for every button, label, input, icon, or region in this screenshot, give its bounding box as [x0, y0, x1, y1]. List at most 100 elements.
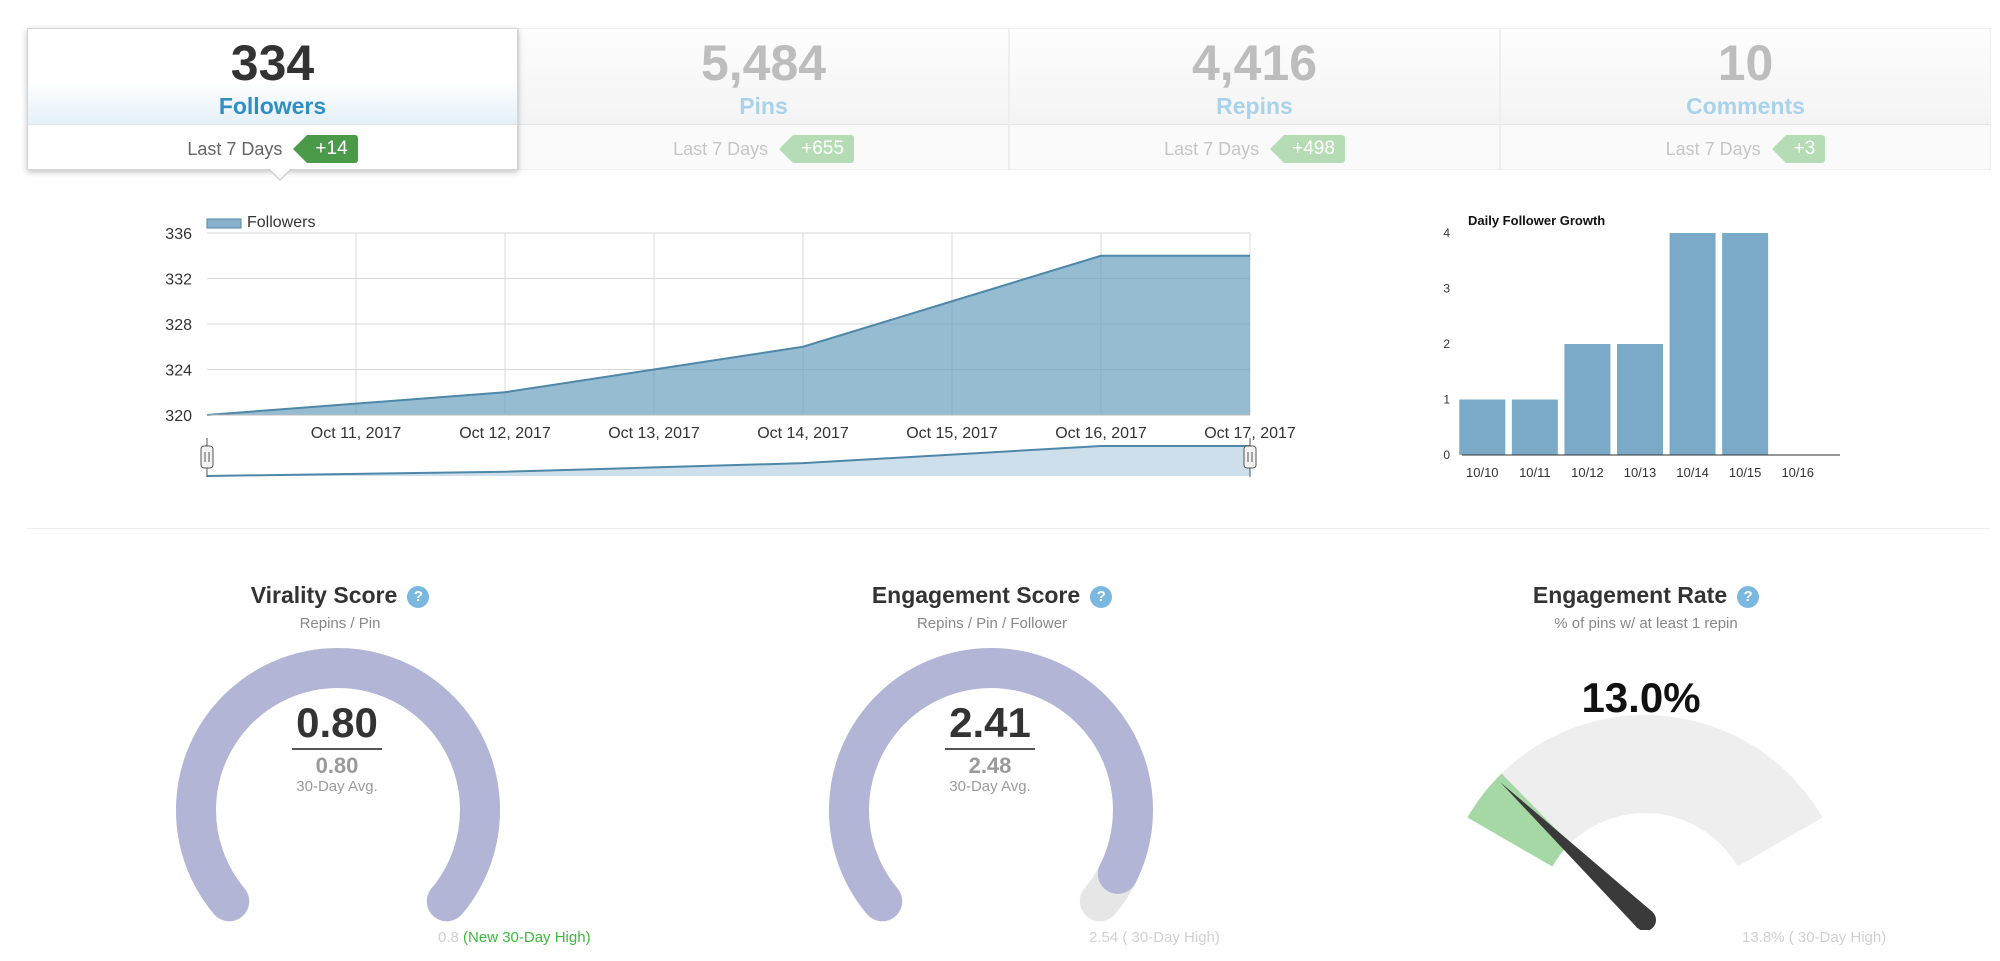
- gauge-subtitle: Repins / Pin: [299, 615, 381, 632]
- section-divider: [27, 528, 1990, 529]
- gauge-value: 2.41: [949, 699, 1031, 746]
- gauge-value: 0.80: [296, 699, 378, 746]
- y-tick-label: 1: [1443, 393, 1450, 407]
- engagement-value-block: 2.41 2.48 30-Day Avg.: [890, 700, 1090, 795]
- active-pointer: [268, 168, 292, 181]
- stat-period: Last 7 Days: [1665, 139, 1761, 160]
- followers-area: [207, 255, 1250, 415]
- help-icon[interactable]: ?: [1737, 586, 1760, 608]
- x-tick-label: Oct 12, 2017: [459, 425, 551, 442]
- y-tick-label: 320: [165, 408, 192, 425]
- stat-card-header: 5,484 Pins: [519, 29, 1008, 125]
- stat-card-footer: Last 7 Days +3: [1501, 125, 1990, 171]
- stat-label: Comments: [1686, 93, 1805, 119]
- gauge-avg: 2.48: [968, 753, 1012, 778]
- y-tick-label: 332: [165, 272, 192, 289]
- x-tick-label: Oct 15, 2017: [906, 425, 998, 442]
- bar: [1459, 399, 1506, 455]
- stat-value: 4,416: [1191, 35, 1318, 91]
- y-tick-label: 3: [1443, 282, 1450, 296]
- gauge-track: [1467, 715, 1823, 867]
- followers-area-chart: 320 324 328 332 336 Oct 11, 2017 Oct 12, 2017 O…: [165, 214, 1296, 477]
- bar: [1669, 233, 1716, 455]
- chart-title: Daily Follower Growth: [1468, 213, 1605, 228]
- stat-cards: 334 Followers Last 7 Days +14 5,484 Pins…: [27, 28, 1991, 181]
- gauge-avg: 0.80: [315, 753, 359, 778]
- x-tick-label: Oct 17, 2017: [1204, 425, 1296, 442]
- stat-period: Last 7 Days: [673, 139, 769, 160]
- navigator-handle-right[interactable]: [1243, 438, 1257, 477]
- gauge-title: Engagement Score: [871, 582, 1081, 608]
- gauge-fill: [1467, 773, 1571, 867]
- stat-card-repins[interactable]: 4,416 Repins Last 7 Days +498: [1009, 28, 1500, 170]
- x-tick-label: 10/11: [1519, 465, 1551, 480]
- engagement-rate-header: Engagement Rate? % of pins w/ at least 1…: [1396, 582, 1896, 632]
- legend-label: Followers: [247, 214, 315, 231]
- stat-card-pins[interactable]: 5,484 Pins Last 7 Days +655: [518, 28, 1009, 170]
- virality-score-gauge: [176, 648, 500, 922]
- engagement-score-gauge: [829, 648, 1153, 922]
- stat-card-followers[interactable]: 334 Followers Last 7 Days +14: [27, 28, 518, 181]
- engagement-score-header: Engagement Score? Repins / Pin / Followe…: [742, 582, 1242, 632]
- bar: [1511, 399, 1558, 455]
- stat-label: Followers: [218, 93, 327, 119]
- x-tick-label: 10/16: [1781, 465, 1814, 480]
- stat-value: 5,484: [700, 35, 827, 91]
- stat-period: Last 7 Days: [1164, 139, 1260, 160]
- gauge-subtitle: Repins / Pin / Follower: [916, 615, 1068, 632]
- gauge-needle: [1500, 782, 1653, 928]
- gauge-subtitle: % of pins w/ at least 1 repin: [1554, 615, 1738, 632]
- help-icon[interactable]: ?: [1090, 586, 1113, 608]
- gauge-title: Engagement Rate: [1532, 582, 1728, 608]
- x-tick-label: Oct 16, 2017: [1055, 425, 1147, 442]
- navigator-line: [206, 445, 1250, 477]
- navigator-handle-left[interactable]: [200, 438, 214, 477]
- gauge-title: Virality Score: [250, 582, 398, 608]
- x-tick-label: Oct 14, 2017: [757, 425, 849, 442]
- x-tick-label: Oct 13, 2017: [608, 425, 700, 442]
- x-tick-label: 10/14: [1676, 465, 1709, 480]
- footer-high-note: (New 30-Day High): [463, 929, 591, 946]
- stat-card-header: 10 Comments: [1501, 29, 1990, 125]
- navigator-area: [207, 446, 1250, 476]
- virality-score-header: Virality Score? Repins / Pin: [90, 582, 590, 632]
- stat-card-footer: Last 7 Days +655: [519, 125, 1008, 171]
- change-badge: +14: [293, 135, 358, 164]
- bar: [1564, 344, 1611, 455]
- daily-follower-growth-chart: Daily Follower Growth 0 1 2 3 4 10/10 10/11 10/1…: [1443, 213, 1840, 480]
- gauge-avg-label: 30-Day Avg.: [949, 778, 1031, 795]
- stat-value: 334: [230, 35, 315, 91]
- x-tick-label: 10/12: [1571, 465, 1604, 480]
- bar: [1617, 344, 1663, 455]
- legend-swatch: [206, 218, 242, 229]
- stat-card-header: 4,416 Repins: [1010, 29, 1499, 125]
- stat-card-footer: Last 7 Days +498: [1010, 125, 1499, 171]
- y-tick-label: 336: [165, 226, 192, 243]
- footer-value: 0.8: [438, 929, 459, 946]
- rate-footer: 13.8% ( 30-Day High): [1742, 929, 1887, 946]
- virality-value-block: 0.80 0.80 30-Day Avg.: [237, 700, 437, 795]
- gauge-fill: [176, 648, 500, 922]
- stat-label: Pins: [739, 93, 788, 119]
- engagement-rate-gauge: [1467, 715, 1823, 930]
- navigator-handle-grip: [1243, 445, 1257, 469]
- x-tick-label: 10/13: [1624, 465, 1657, 480]
- x-tick-label: 10/10: [1466, 465, 1499, 480]
- y-tick-label: 4: [1443, 226, 1450, 240]
- virality-footer: 0.8 (New 30-Day High): [438, 929, 591, 946]
- y-tick-label: 324: [165, 363, 192, 380]
- change-badge: +498: [1270, 135, 1345, 164]
- y-tick-label: 0: [1443, 448, 1450, 462]
- stat-card-footer: Last 7 Days +14: [28, 125, 517, 171]
- stat-period: Last 7 Days: [187, 139, 283, 160]
- stat-card-comments[interactable]: 10 Comments Last 7 Days +3: [1500, 28, 1991, 170]
- y-tick-label: 328: [165, 317, 192, 334]
- engagement-footer: 2.54 ( 30-Day High): [1089, 929, 1220, 946]
- followers-line: [206, 254, 1250, 416]
- gauge-value-divider: [945, 748, 1035, 750]
- change-badge: +3: [1771, 135, 1826, 164]
- gauge-needle-hub: [1634, 909, 1656, 930]
- engagement-rate-value: 13.0%: [1581, 674, 1701, 721]
- stat-card-header: 334 Followers: [28, 29, 517, 125]
- help-icon[interactable]: ?: [407, 586, 430, 608]
